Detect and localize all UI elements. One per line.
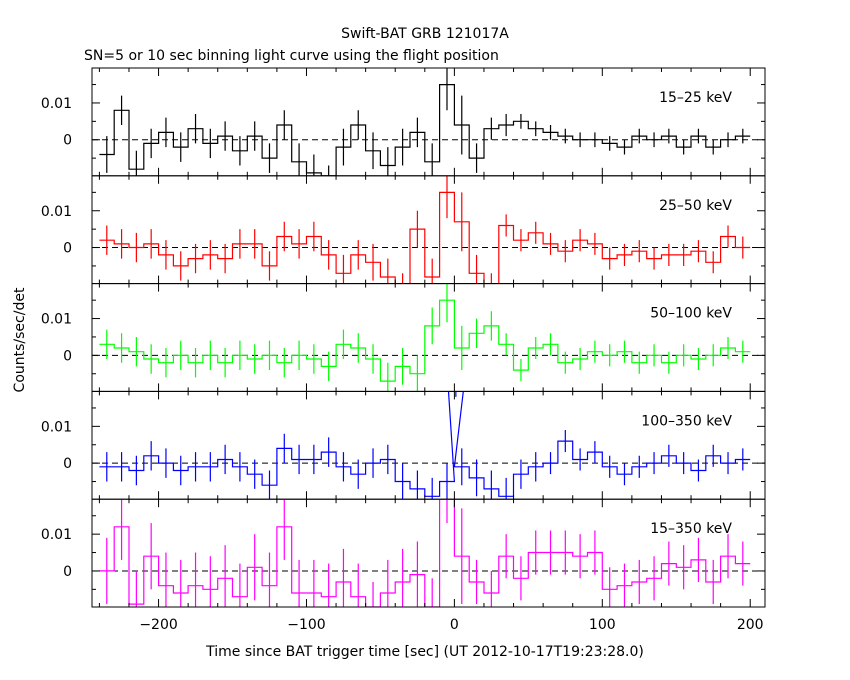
step-line <box>99 84 751 176</box>
y-tick-label: 0 <box>63 241 72 257</box>
chart-subtitle: SN=5 or 10 sec binning light curve using… <box>84 48 499 64</box>
y-tick-label: 0 <box>63 456 72 472</box>
series-15-25 keV <box>99 68 751 176</box>
panel-frame <box>91 283 766 392</box>
y-axis-label: Counts/sec/det <box>12 287 28 392</box>
x-tick-label: 200 <box>737 617 764 633</box>
x-tick-label: 0 <box>450 617 459 633</box>
step-line <box>99 499 751 608</box>
panel-4: 0 0.01 100–350 keV <box>41 390 766 500</box>
panel-2: 0 0.01 25–50 keV <box>41 175 766 285</box>
y-tick-label: 0.01 <box>41 312 72 328</box>
panel-label: 15–25 keV <box>659 90 732 106</box>
panel-label: 100–350 keV <box>641 413 732 429</box>
y-tick-label: 0 <box>63 564 72 580</box>
panel-frame <box>91 175 766 285</box>
panels-group: 0 0.01 15–25 keV 0 0.01 25–50 keV 0 0.01 50–100 … <box>41 67 766 633</box>
panel-3: 0 0.01 50–100 keV <box>41 283 766 392</box>
y-tick-label: 0.01 <box>41 204 72 220</box>
x-tick-label: −200 <box>139 617 177 633</box>
x-tick-label: −100 <box>287 617 325 633</box>
series-50-100 keV <box>99 283 751 392</box>
series-25-50 keV <box>99 175 751 284</box>
panel-frame <box>91 390 766 500</box>
y-tick-label: 0.01 <box>41 419 72 435</box>
panel-label: 25–50 keV <box>659 198 732 214</box>
panel-5: 0 0.01 15–350 keV <box>41 498 766 608</box>
step-line <box>99 391 751 497</box>
panel-frame <box>91 67 766 177</box>
chart-title: Swift-BAT GRB 121017A <box>341 26 509 42</box>
series-100-350 keV <box>99 391 751 500</box>
panel-1: 0 0.01 15–25 keV <box>41 67 766 177</box>
x-axis-label: Time since BAT trigger time [sec] (UT 20… <box>205 644 644 660</box>
y-tick-label: 0.01 <box>41 96 72 112</box>
y-tick-label: 0 <box>63 348 72 364</box>
y-tick-label: 0.01 <box>41 527 72 543</box>
x-tick-label: 100 <box>589 617 616 633</box>
panel-frame <box>91 498 766 608</box>
panel-label: 50–100 keV <box>650 306 732 322</box>
y-tick-label: 0 <box>63 133 72 149</box>
step-line <box>99 191 751 284</box>
series-15-350 keV <box>99 499 751 608</box>
panel-label: 15–350 keV <box>650 521 732 537</box>
